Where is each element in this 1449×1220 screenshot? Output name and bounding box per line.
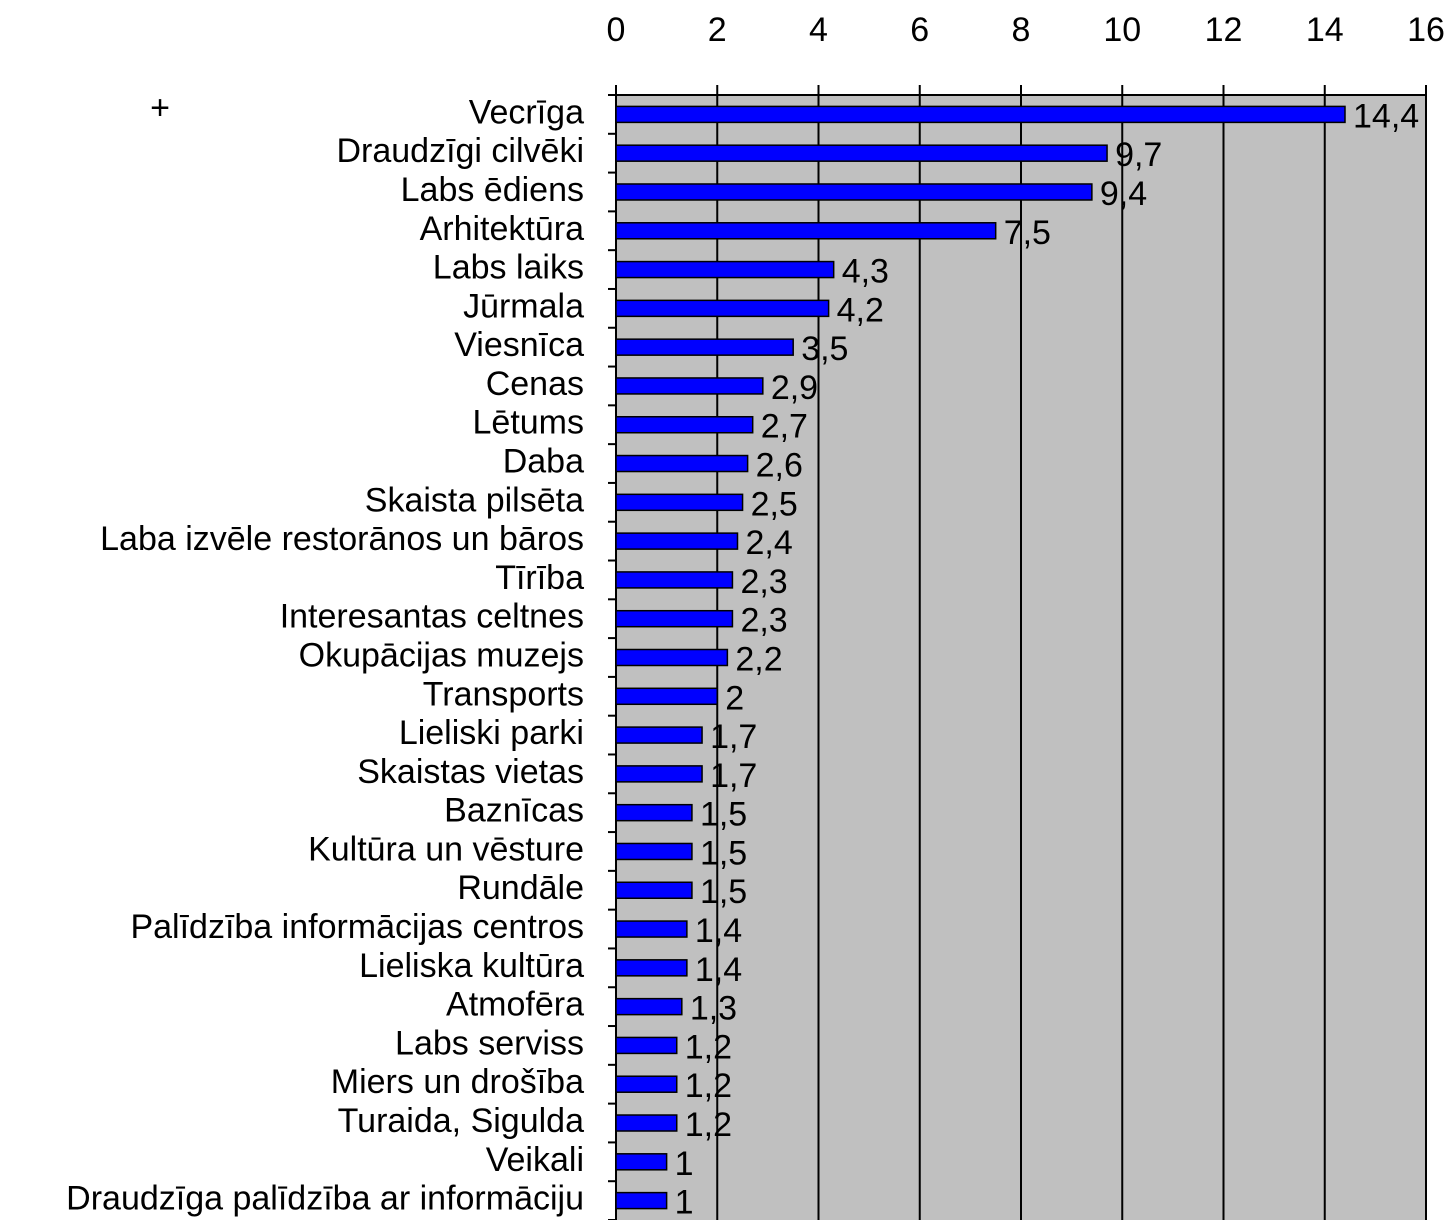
y-tick-label: Draudzīgi cilvēki bbox=[336, 132, 584, 170]
x-tick-label: 2 bbox=[708, 11, 727, 49]
bar bbox=[615, 803, 693, 822]
bar bbox=[615, 338, 794, 356]
data-label: 1,3 bbox=[690, 990, 737, 1028]
bar bbox=[615, 842, 693, 861]
bar bbox=[615, 959, 688, 977]
data-label: 2 bbox=[725, 679, 744, 717]
data-label: 2,3 bbox=[740, 563, 787, 601]
data-label: 1,5 bbox=[700, 834, 747, 872]
y-tick-label: Jūrmala bbox=[463, 287, 584, 325]
bar bbox=[615, 648, 729, 667]
data-label: 2,7 bbox=[761, 408, 808, 446]
bar bbox=[615, 765, 703, 783]
bar bbox=[615, 726, 703, 744]
data-label: 1,5 bbox=[700, 873, 747, 911]
bar bbox=[615, 454, 749, 473]
data-label: 4,2 bbox=[837, 291, 884, 329]
y-tick-label: Draudzīga palīdzība ar informāciju bbox=[66, 1180, 584, 1218]
y-tick-label: Transports bbox=[423, 675, 584, 713]
y-tick-label: Lētums bbox=[473, 404, 585, 442]
y-tick-label: Skaistas vietas bbox=[357, 753, 584, 791]
y-tick-label: Interesantas celtnes bbox=[280, 598, 584, 636]
bar bbox=[615, 299, 830, 318]
data-label: 2,9 bbox=[771, 369, 818, 407]
bar bbox=[615, 1191, 668, 1210]
y-tick-label: Daba bbox=[503, 443, 584, 481]
bar bbox=[615, 1075, 678, 1093]
data-label: 2,4 bbox=[746, 524, 793, 562]
data-label: 1,2 bbox=[685, 1106, 732, 1144]
y-tick-label: Palīdzība informācijas centros bbox=[130, 908, 584, 946]
x-tick-label: 12 bbox=[1205, 11, 1243, 49]
y-tick-label: Miers un drošība bbox=[331, 1063, 584, 1101]
data-label: 1,4 bbox=[695, 951, 742, 989]
data-label: 1,2 bbox=[685, 1028, 732, 1066]
y-tick-label: Tīrība bbox=[495, 559, 584, 597]
bar bbox=[615, 532, 739, 550]
data-label: 2,2 bbox=[735, 640, 782, 678]
bar bbox=[615, 105, 1346, 124]
y-tick-label: Viesnīca bbox=[454, 326, 584, 364]
bar bbox=[615, 377, 764, 395]
bar bbox=[615, 1153, 668, 1171]
annotation: + bbox=[150, 89, 170, 127]
y-tick-label: Labs ēdiens bbox=[401, 171, 584, 209]
data-label: 9,7 bbox=[1115, 136, 1162, 174]
x-tick-label: 14 bbox=[1306, 11, 1344, 49]
y-tick-label: Veikali bbox=[486, 1141, 584, 1179]
y-tick-label: Turaida, Sigulda bbox=[338, 1102, 584, 1140]
bar bbox=[615, 1114, 678, 1132]
bar bbox=[615, 609, 734, 628]
y-tick-label: Kultūra un vēsture bbox=[308, 830, 584, 868]
data-label: 4,3 bbox=[842, 253, 889, 291]
bar bbox=[615, 493, 744, 512]
y-tick-label: Atmofēra bbox=[446, 986, 584, 1024]
x-tick-label: 10 bbox=[1103, 11, 1141, 49]
y-tick-label: Laba izvēle restorānos un bāros bbox=[100, 520, 584, 558]
x-tick-label: 6 bbox=[910, 11, 929, 49]
x-tick-label: 4 bbox=[809, 11, 828, 49]
data-label: 2,5 bbox=[751, 485, 798, 523]
y-tick-label: Rundāle bbox=[457, 869, 584, 907]
bar bbox=[615, 571, 734, 589]
data-label: 2,6 bbox=[756, 447, 803, 485]
data-label: 1 bbox=[675, 1145, 694, 1183]
x-tick-label: 8 bbox=[1012, 11, 1031, 49]
data-label: 7,5 bbox=[1004, 214, 1051, 252]
y-tick-label: Okupācijas muzejs bbox=[299, 636, 584, 674]
data-label: 14,4 bbox=[1353, 97, 1419, 135]
data-label: 1,2 bbox=[685, 1067, 732, 1105]
bar bbox=[615, 920, 688, 938]
y-tick-label: Skaista pilsēta bbox=[365, 481, 584, 519]
data-label: 1,4 bbox=[695, 912, 742, 950]
y-tick-label: Lieliska kultūra bbox=[359, 947, 584, 985]
data-label: 9,4 bbox=[1100, 175, 1147, 213]
y-tick-label: Labs serviss bbox=[395, 1024, 584, 1062]
y-tick-label: Arhitektūra bbox=[420, 210, 584, 248]
x-tick-label: 16 bbox=[1407, 11, 1445, 49]
bar bbox=[615, 144, 1108, 162]
data-label: 1,5 bbox=[700, 796, 747, 834]
bar bbox=[615, 183, 1093, 201]
y-tick-label: Vecrīga bbox=[469, 93, 584, 131]
x-tick-label: 0 bbox=[607, 11, 626, 49]
bar bbox=[615, 260, 835, 279]
data-label: 2,3 bbox=[740, 602, 787, 640]
data-label: 1,7 bbox=[710, 718, 757, 756]
bar bbox=[615, 881, 693, 900]
y-tick-label: Baznīcas bbox=[444, 792, 584, 830]
bar bbox=[615, 687, 718, 706]
y-tick-label: Labs laiks bbox=[433, 249, 584, 287]
y-tick-label: Cenas bbox=[486, 365, 584, 403]
bar bbox=[615, 222, 997, 240]
data-label: 1 bbox=[675, 1184, 694, 1220]
bar bbox=[615, 997, 683, 1016]
y-tick-label: Lieliski parki bbox=[399, 714, 584, 752]
bar bbox=[615, 1036, 678, 1055]
data-label: 3,5 bbox=[801, 330, 848, 368]
data-label: 1,7 bbox=[710, 757, 757, 795]
bar bbox=[615, 415, 754, 434]
